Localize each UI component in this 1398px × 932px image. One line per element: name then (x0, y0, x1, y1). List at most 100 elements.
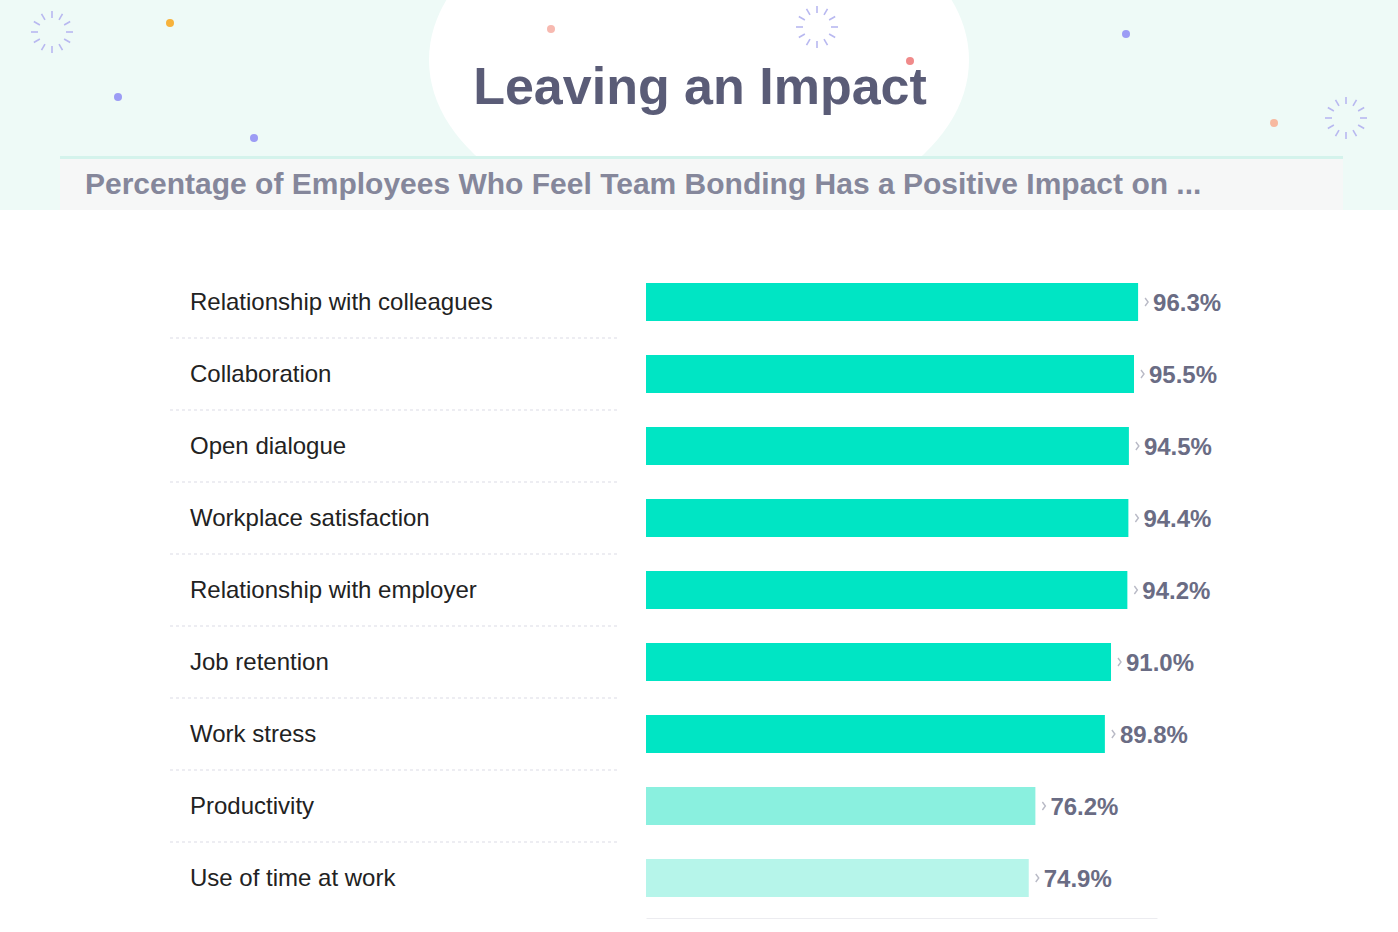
sparkle (796, 6, 838, 48)
label-chevron (1118, 658, 1121, 666)
sparkle-ray (51, 11, 53, 18)
data-labels: 96.3%95.5%94.5%94.4%94.2%91.0%89.8%76.2%… (1036, 289, 1221, 892)
sparkle-ray (64, 39, 70, 43)
category-tick: Work stress (190, 720, 316, 747)
row-separator (170, 769, 620, 771)
subtitle-rule (60, 156, 1343, 159)
sparkle-ray (831, 26, 838, 28)
category-label: Relationship with colleagues (190, 288, 493, 315)
label-chevron (1042, 802, 1045, 810)
confetti-dot (1122, 30, 1130, 38)
category-tick: Open dialogue (190, 432, 346, 459)
sparkle-ray (42, 44, 46, 50)
sparkle-ray (807, 39, 811, 45)
data-label: 94.5% (1144, 433, 1212, 460)
chart: Leaving an Impact Percentage of Employees… (0, 0, 1398, 932)
category-tick: Productivity (190, 792, 314, 819)
sparkle-ray (816, 6, 818, 13)
label-chevron (1135, 514, 1138, 522)
sparkle-ray (51, 46, 53, 53)
value-axis-line (647, 918, 1158, 919)
category-tick: Collaboration (190, 360, 331, 387)
data-label: 74.9% (1044, 865, 1112, 892)
category-tick: Relationship with colleagues (190, 288, 493, 315)
data-label: 96.3% (1153, 289, 1221, 316)
sparkle-ray (31, 31, 38, 33)
sparkle-ray (807, 9, 811, 15)
sparkle-ray (1328, 108, 1334, 112)
header-decoration (0, 0, 1398, 230)
sparkle (31, 11, 73, 53)
data-label: 95.5% (1149, 361, 1217, 388)
sparkle-ray (1358, 125, 1364, 129)
label-chevron (1141, 370, 1144, 378)
label-chevron (1134, 586, 1137, 594)
row-separator (170, 625, 620, 627)
category-label: Workplace satisfaction (190, 504, 430, 531)
confetti-dot (1270, 119, 1278, 127)
category-tick: Job retention (190, 648, 329, 675)
sparkle-ray (34, 22, 40, 26)
sparkle-ray (42, 14, 46, 20)
bar (646, 571, 1127, 609)
label-chevron (1112, 730, 1115, 738)
category-label: Job retention (190, 648, 329, 675)
category-label: Productivity (190, 792, 314, 819)
row-separator (170, 337, 620, 339)
sparkle-ray (59, 44, 63, 50)
label-chevron (1036, 874, 1039, 882)
data-label: 94.2% (1142, 577, 1210, 604)
sparkle-ray (34, 39, 40, 43)
confetti-dot (547, 25, 555, 33)
sparkle-ray (59, 14, 63, 20)
sparkle-ray (1353, 100, 1357, 106)
bar (646, 859, 1029, 897)
sparkle-ray (799, 17, 805, 21)
row-separators (170, 338, 620, 842)
sparkle-ray (1345, 97, 1347, 104)
sparkle-ray (829, 17, 835, 21)
bar (646, 355, 1134, 393)
sparkle-ray (816, 41, 818, 48)
confetti-dot (114, 93, 122, 101)
category-tick: Workplace satisfaction (190, 504, 430, 531)
bars (646, 283, 1138, 897)
category-label: Work stress (190, 720, 316, 747)
sparkle-ray (1336, 100, 1340, 106)
sparkle-ray (1360, 117, 1367, 119)
sparkle-ray (66, 31, 73, 33)
sparkle-ray (799, 34, 805, 38)
category-tick: Use of time at work (190, 864, 396, 891)
label-chevron (1145, 298, 1148, 306)
sparkle-ray (1325, 117, 1332, 119)
sparkle-ray (829, 34, 835, 38)
data-label: 94.4% (1143, 505, 1211, 532)
row-separator (170, 409, 620, 411)
value-axis (647, 918, 1158, 919)
sparkle-ray (824, 39, 828, 45)
sparkle-ray (64, 22, 70, 26)
sparkle-ray (824, 9, 828, 15)
row-separator (170, 697, 620, 699)
category-label: Collaboration (190, 360, 331, 387)
sparkle-ray (1358, 108, 1364, 112)
subtitle: Percentage of Employees Who Feel Team Bo… (85, 167, 1201, 200)
title: Leaving an Impact (473, 57, 927, 115)
sparkle-ray (1353, 130, 1357, 136)
bar (646, 787, 1035, 825)
sparkle-ray (1328, 125, 1334, 129)
bar (646, 643, 1111, 681)
data-label: 89.8% (1120, 721, 1188, 748)
category-label: Relationship with employer (190, 576, 477, 603)
bar (646, 427, 1129, 465)
bar (646, 283, 1138, 321)
category-label: Open dialogue (190, 432, 346, 459)
bar (646, 715, 1105, 753)
row-separator (170, 481, 620, 483)
row-separator (170, 553, 620, 555)
category-axis: Relationship with colleagues Collaboratio… (190, 288, 493, 891)
label-chevron (1136, 442, 1139, 450)
subtitle-band (60, 158, 1343, 210)
bar (646, 499, 1128, 537)
data-label: 76.2% (1050, 793, 1118, 820)
